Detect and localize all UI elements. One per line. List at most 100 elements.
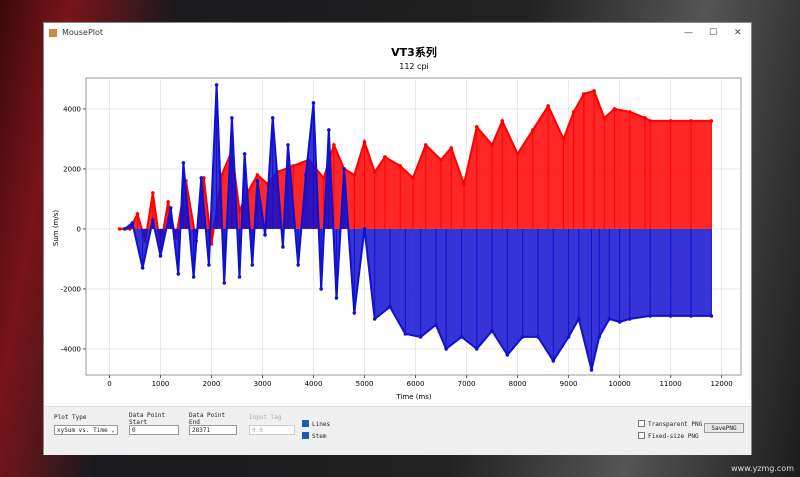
chart-subtitle: 112 cpi xyxy=(399,62,429,71)
y-tick-label: 2000 xyxy=(63,165,81,173)
stem-marker xyxy=(286,143,290,147)
label: Plot Type xyxy=(54,414,87,421)
app-icon xyxy=(49,29,57,37)
stem-marker xyxy=(291,164,295,168)
y-tick-label: -2000 xyxy=(61,285,81,293)
plot-type-select[interactable]: xySum vs. Time ⌄ xyxy=(54,425,118,435)
stem-marker xyxy=(135,212,140,216)
label: Fixed-size PNG xyxy=(648,433,699,440)
stem-marker xyxy=(423,143,428,147)
stem-marker xyxy=(689,119,693,123)
stem-marker xyxy=(352,173,357,177)
stem-marker xyxy=(304,173,308,177)
label: Transparent PNG xyxy=(648,421,703,428)
x-tick-label: 10000 xyxy=(608,380,630,388)
stem-marker xyxy=(612,107,617,111)
y-axis-label: Sum (m/s) xyxy=(52,210,60,246)
series-line xyxy=(119,89,712,248)
stem-marker xyxy=(222,281,227,285)
minimize-button[interactable]: — xyxy=(684,28,693,38)
stem-marker xyxy=(117,227,122,231)
stem-marker xyxy=(449,146,454,150)
stem-marker xyxy=(130,221,135,225)
stem-marker xyxy=(411,176,415,180)
stem-marker xyxy=(689,314,693,318)
x-tick-label: 6000 xyxy=(407,380,425,388)
stem-marker xyxy=(158,254,163,258)
stem-marker xyxy=(166,200,170,204)
stem-marker xyxy=(398,164,403,168)
stem-marker xyxy=(709,314,714,318)
window-title: MousePlot xyxy=(62,28,104,37)
stem-marker xyxy=(490,329,494,333)
start-input[interactable]: 0 xyxy=(129,425,179,435)
stem-marker xyxy=(500,119,505,123)
save-button[interactable]: SavePNG xyxy=(704,423,744,433)
stem-marker xyxy=(505,353,510,357)
stem-marker xyxy=(237,209,242,213)
control-panel: Plot Type xySum vs. Time ⌄ Data Point St… xyxy=(44,406,751,455)
stem-marker xyxy=(255,179,260,183)
stem-marker xyxy=(242,152,247,156)
label: Data Point End xyxy=(189,412,226,426)
stem-marker xyxy=(474,125,479,129)
stem-marker xyxy=(270,116,275,120)
lines-checkbox[interactable] xyxy=(302,420,309,427)
stem-marker xyxy=(668,314,673,318)
maximize-button[interactable]: ☐ xyxy=(709,28,718,38)
stem-marker xyxy=(383,155,387,159)
close-button[interactable]: ✕ xyxy=(734,28,742,38)
stem-marker xyxy=(566,335,571,339)
stem-marker xyxy=(140,266,145,270)
title-bar: MousePlot — ☐ ✕ xyxy=(44,23,751,43)
stem-marker xyxy=(214,83,219,87)
stem-marker xyxy=(490,143,494,147)
stem-marker xyxy=(462,182,466,186)
x-tick-label: 2000 xyxy=(203,380,221,388)
label: Stem xyxy=(312,433,327,440)
stem-marker xyxy=(515,152,520,156)
app-window: MousePlot — ☐ ✕ VT3系列 112 cpi Time (ms) Su… xyxy=(43,22,752,455)
y-tick-label: -4000 xyxy=(61,345,81,353)
stem-marker xyxy=(709,119,714,123)
stem-marker xyxy=(403,332,408,336)
chart: VT3系列 112 cpi Time (ms) Sum (m/s) 0 1000 2… xyxy=(52,45,742,401)
stem-marker xyxy=(648,314,652,318)
stem-marker xyxy=(237,275,242,279)
transparent-checkbox[interactable] xyxy=(638,420,645,427)
x-axis-label: Time (ms) xyxy=(395,393,432,401)
y-tick-label: 4000 xyxy=(63,105,81,113)
stem-marker xyxy=(362,227,367,231)
stem-marker xyxy=(439,158,443,162)
stem-marker xyxy=(352,311,357,315)
stem-marker xyxy=(191,275,196,279)
stem-marker xyxy=(342,167,346,171)
stem-marker xyxy=(311,101,316,105)
stem-marker xyxy=(444,347,448,351)
stem-marker xyxy=(263,233,267,237)
x-tick-label: 3000 xyxy=(254,380,272,388)
stem-marker xyxy=(607,317,612,321)
stem-marker xyxy=(474,347,479,351)
stem-marker xyxy=(181,161,186,165)
stem-marker xyxy=(546,104,550,108)
select-value: xySum vs. Time xyxy=(57,427,108,434)
stem-marker xyxy=(520,335,525,339)
stem-marker xyxy=(332,143,336,147)
label: Input lag xyxy=(249,414,282,421)
stem-marker xyxy=(176,272,181,276)
fixed-checkbox[interactable] xyxy=(638,432,645,439)
stem-marker xyxy=(571,110,576,114)
stem-marker xyxy=(561,137,566,141)
stem-marker xyxy=(199,176,204,180)
x-tick-label: 8000 xyxy=(509,380,527,388)
stem-marker xyxy=(122,227,127,231)
stem-marker xyxy=(536,335,540,339)
stem-marker xyxy=(648,119,652,123)
end-input[interactable]: 28371 xyxy=(189,425,237,435)
stem-marker xyxy=(459,335,464,339)
stem-checkbox[interactable] xyxy=(302,432,309,439)
x-tick-label: 4000 xyxy=(305,380,323,388)
stem-marker xyxy=(334,296,339,300)
stem-marker xyxy=(388,305,392,309)
